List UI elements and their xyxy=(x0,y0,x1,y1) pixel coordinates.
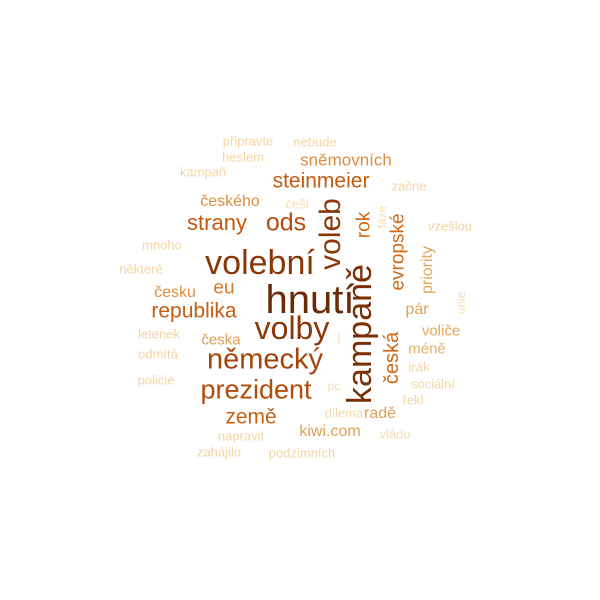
word-nemecky: německý xyxy=(206,343,324,376)
word-cesi: češi xyxy=(285,196,309,212)
word-voleb: voleb xyxy=(314,198,347,270)
word-vzeslou: vzešlou xyxy=(427,218,473,234)
word-ods: ods xyxy=(265,208,307,237)
word-republika: republika xyxy=(151,299,237,323)
word-odmita: odmítá xyxy=(138,346,178,362)
word-ceskeho: českého xyxy=(200,193,260,210)
word-j: j xyxy=(337,330,341,344)
word-mnoho: mnoho xyxy=(142,237,182,253)
word-volebni: volební xyxy=(205,244,315,282)
word-letenek: letenek xyxy=(138,326,180,342)
word-hnuti: hnutí xyxy=(265,278,355,322)
word-pripravte: připravte xyxy=(222,133,274,149)
word-policie: policie xyxy=(137,372,175,388)
word-rekl: řekl xyxy=(402,392,424,408)
word-nektere: některé xyxy=(119,261,163,277)
word-par: pár xyxy=(405,301,429,318)
word-priority: priority xyxy=(419,245,436,295)
word-strany: strany xyxy=(187,210,247,235)
word-zacne: začne xyxy=(391,178,427,194)
word-unie: unie xyxy=(454,291,468,315)
word-heslem: heslem xyxy=(222,149,264,165)
word-rok: rok xyxy=(353,211,375,239)
word-zeme: země xyxy=(225,405,277,429)
word-socialni: sociální xyxy=(410,376,456,392)
word-kampane: kampaně xyxy=(341,264,379,404)
word-kampan: kampaň xyxy=(179,164,227,180)
word-evropske: evropské xyxy=(387,213,409,291)
word-cesku: česku xyxy=(154,284,196,301)
word-ceska-2: česka xyxy=(201,331,241,349)
word-rade: radě xyxy=(363,405,397,422)
word-ceska: česká xyxy=(381,331,403,385)
word-volice: voliče xyxy=(421,322,461,340)
word-dilema: dilema xyxy=(324,405,364,421)
word-napravit: napravit xyxy=(217,428,265,444)
word-prezident: prezident xyxy=(200,374,312,405)
word-irak: irák xyxy=(408,359,430,375)
word-pc: pc xyxy=(327,379,341,393)
word-volby: volby xyxy=(254,310,330,346)
word-zahajilo: zahájilo xyxy=(196,444,242,460)
word-podzimnich: podzimních xyxy=(268,445,336,461)
word-vladu: vládu xyxy=(379,426,411,442)
word-nebude: nebude xyxy=(293,134,337,150)
word-faze: fáze xyxy=(375,205,389,229)
word-mene: méně xyxy=(408,340,446,358)
word-steinmeier: steinmeier xyxy=(272,169,370,193)
word-snemovnich: sněmovních xyxy=(300,150,392,170)
word-eu: eu xyxy=(213,277,235,299)
word-kiwi-com: kiwi.com xyxy=(299,423,361,440)
